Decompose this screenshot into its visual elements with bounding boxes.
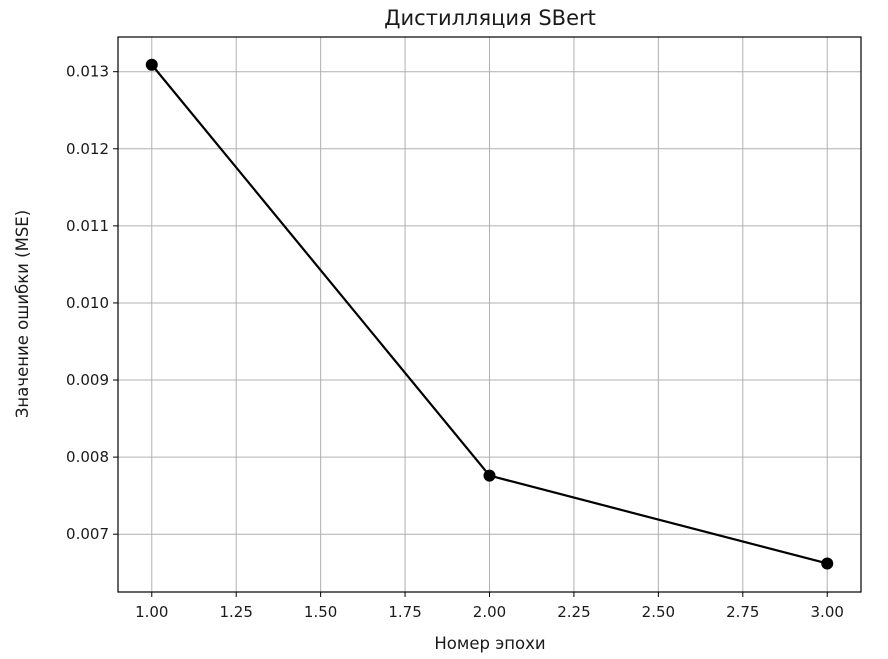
x-tick-label: 2.50 <box>642 603 675 621</box>
data-point <box>821 557 834 570</box>
y-tick-label: 0.008 <box>66 448 109 466</box>
series-layer <box>145 58 834 570</box>
x-tick-label: 3.00 <box>811 603 844 621</box>
x-tick-label: 1.50 <box>304 603 337 621</box>
y-axis: 0.007 0.008 0.009 0.010 0.011 0.012 0.013 <box>66 63 118 543</box>
x-axis-label: Номер эпохи <box>434 634 545 653</box>
data-point <box>145 58 158 71</box>
y-tick-label: 0.010 <box>66 294 109 312</box>
y-tick-label: 0.012 <box>66 140 109 158</box>
chart-title: Дистилляция SBert <box>384 6 596 30</box>
data-point <box>483 469 496 482</box>
x-tick-label: 2.75 <box>726 603 759 621</box>
x-tick-label: 1.75 <box>388 603 421 621</box>
x-tick-label: 2.25 <box>557 603 590 621</box>
x-tick-label: 1.25 <box>220 603 253 621</box>
x-axis: 1.00 1.25 1.50 1.75 2.00 2.25 2.50 2.75 3.00 <box>135 592 844 621</box>
y-tick-label: 0.011 <box>66 217 109 235</box>
x-tick-label: 1.00 <box>135 603 168 621</box>
x-tick-label: 2.00 <box>473 603 506 621</box>
y-tick-label: 0.007 <box>66 525 109 543</box>
y-tick-label: 0.013 <box>66 63 109 81</box>
grid <box>118 37 861 592</box>
y-axis-label: Значение ошибки (MSE) <box>13 210 32 418</box>
y-tick-label: 0.009 <box>66 371 109 389</box>
